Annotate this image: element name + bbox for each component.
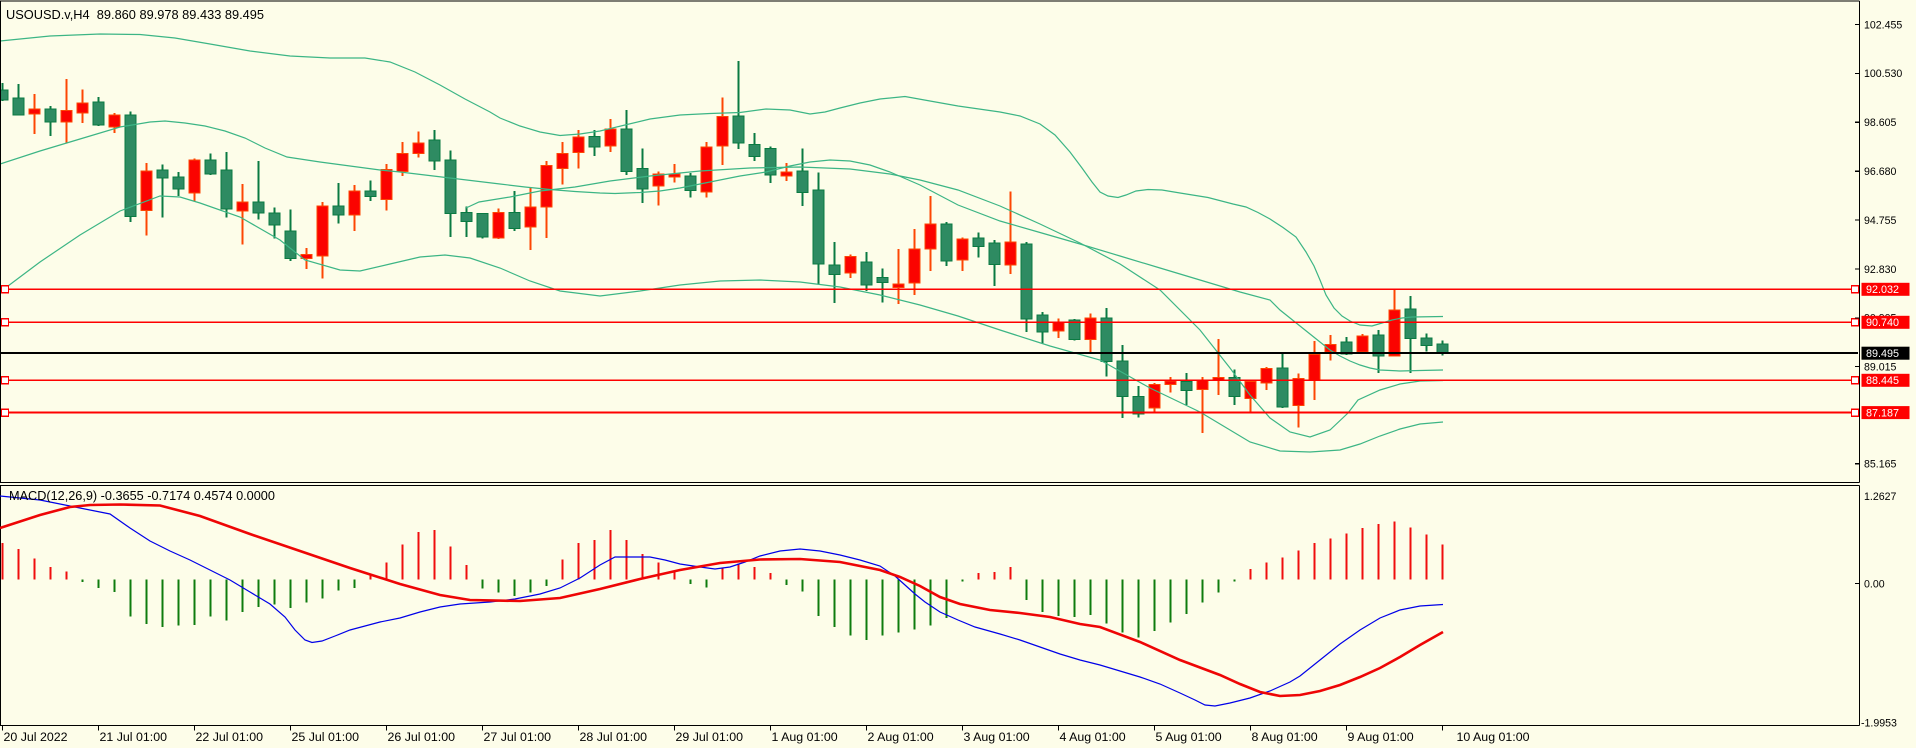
svg-text:88.445: 88.445	[1866, 375, 1899, 387]
svg-text:9 Aug 01:00: 9 Aug 01:00	[1348, 730, 1414, 744]
svg-text:94.755: 94.755	[1864, 215, 1897, 227]
svg-text:87.187: 87.187	[1866, 407, 1899, 419]
svg-text:8 Aug 01:00: 8 Aug 01:00	[1252, 730, 1318, 744]
svg-text:29 Jul 01:00: 29 Jul 01:00	[676, 730, 744, 744]
svg-text:USOUSD.v,H4 89.860 89.978 89.: USOUSD.v,H4 89.860 89.978 89.433 89.495	[6, 7, 264, 22]
svg-text:102.455: 102.455	[1864, 19, 1902, 31]
svg-text:1.2627: 1.2627	[1864, 491, 1897, 503]
svg-text:3 Aug 01:00: 3 Aug 01:00	[964, 730, 1030, 744]
svg-text:27 Jul 01:00: 27 Jul 01:00	[484, 730, 552, 744]
svg-text:4 Aug 01:00: 4 Aug 01:00	[1060, 730, 1126, 744]
svg-text:92.032: 92.032	[1866, 284, 1899, 296]
svg-text:90.740: 90.740	[1866, 317, 1899, 329]
svg-text:92.830: 92.830	[1864, 264, 1897, 276]
svg-text:5 Aug 01:00: 5 Aug 01:00	[1156, 730, 1222, 744]
svg-text:89.015: 89.015	[1864, 361, 1897, 373]
svg-text:2 Aug 01:00: 2 Aug 01:00	[868, 730, 934, 744]
svg-text:85.165: 85.165	[1864, 459, 1897, 471]
svg-text:25 Jul 01:00: 25 Jul 01:00	[292, 730, 360, 744]
svg-text:96.680: 96.680	[1864, 166, 1897, 178]
svg-text:89.495: 89.495	[1866, 348, 1899, 360]
svg-text:10 Aug 01:00: 10 Aug 01:00	[1457, 730, 1530, 744]
svg-text:28 Jul 01:00: 28 Jul 01:00	[580, 730, 648, 744]
svg-text:26 Jul 01:00: 26 Jul 01:00	[388, 730, 456, 744]
svg-text:20 Jul 2022: 20 Jul 2022	[4, 730, 68, 744]
svg-text:MACD(12,26,9) -0.3655 -0.7174: MACD(12,26,9) -0.3655 -0.7174 0.4574 0.0…	[9, 489, 275, 503]
svg-text:21 Jul 01:00: 21 Jul 01:00	[100, 730, 168, 744]
svg-text:1 Aug 01:00: 1 Aug 01:00	[772, 730, 838, 744]
svg-text:22 Jul 01:00: 22 Jul 01:00	[196, 730, 264, 744]
svg-text:98.605: 98.605	[1864, 117, 1897, 129]
svg-text:100.530: 100.530	[1864, 68, 1902, 80]
svg-text:-1.9953: -1.9953	[1861, 717, 1897, 729]
svg-text:0.00: 0.00	[1864, 578, 1885, 590]
